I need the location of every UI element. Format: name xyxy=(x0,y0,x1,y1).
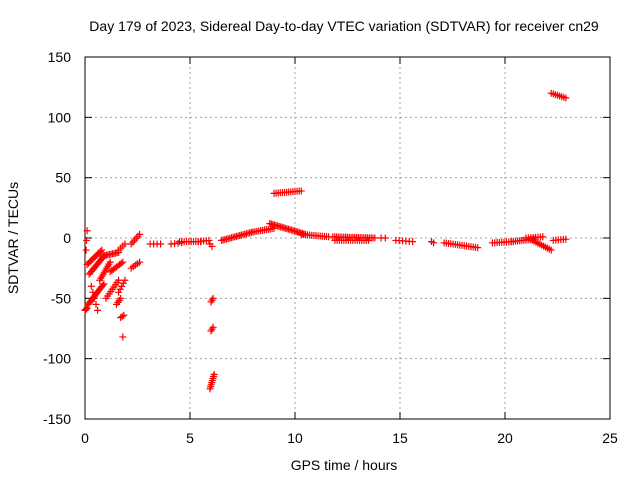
data-point xyxy=(562,94,570,102)
data-point xyxy=(297,187,305,195)
data-point xyxy=(120,311,128,319)
data-point xyxy=(100,280,108,288)
y-tick-label: -50 xyxy=(51,290,71,306)
data-point xyxy=(371,234,379,242)
data-point xyxy=(87,282,95,290)
data-point xyxy=(92,300,100,308)
data-point xyxy=(115,288,123,296)
data-point xyxy=(82,305,90,313)
data-point xyxy=(98,246,106,254)
data-point xyxy=(209,323,217,331)
data-point xyxy=(99,281,107,289)
data-point xyxy=(474,244,482,252)
x-tick-label: 20 xyxy=(497,430,513,446)
data-point xyxy=(83,227,91,235)
data-point xyxy=(89,288,97,296)
data-point xyxy=(96,247,104,255)
tick-labels-layer: 0 5 10 15 20 25 -150 -100 -50 0 50 100 150 xyxy=(43,49,618,446)
ticks-layer xyxy=(84,56,611,420)
x-tick-label: 15 xyxy=(392,430,408,446)
data-point xyxy=(121,276,129,284)
x-tick-label: 10 xyxy=(287,430,303,446)
y-tick-label: -150 xyxy=(43,411,71,427)
data-point xyxy=(117,294,125,302)
x-tick-label: 5 xyxy=(186,430,194,446)
data-point xyxy=(381,234,389,242)
y-tick-label: 100 xyxy=(48,109,72,125)
data-point xyxy=(136,230,144,238)
data-point xyxy=(208,242,216,250)
data-point xyxy=(118,312,126,320)
data-point xyxy=(82,306,90,314)
data-point xyxy=(117,259,125,267)
y-tick-label: 150 xyxy=(48,49,72,65)
data-point xyxy=(118,282,126,290)
data-point xyxy=(83,236,91,244)
data-point xyxy=(365,236,372,244)
y-tick-label: 0 xyxy=(63,230,71,246)
data-point xyxy=(82,246,90,254)
data-point xyxy=(83,304,91,312)
data-point xyxy=(547,246,555,254)
data-point xyxy=(430,239,438,247)
points-layer xyxy=(81,89,570,393)
data-point xyxy=(119,279,127,287)
x-axis-label: GPS time / hours xyxy=(291,457,398,473)
data-point xyxy=(409,238,417,246)
data-point xyxy=(136,258,144,266)
data-point xyxy=(94,306,102,314)
data-point xyxy=(539,233,547,241)
data-point xyxy=(121,240,129,248)
chart-title: Day 179 of 2023, Sidereal Day-to-day VTE… xyxy=(89,18,599,34)
data-point xyxy=(119,333,127,341)
grid-layer xyxy=(85,57,610,419)
data-point xyxy=(119,258,127,266)
data-point xyxy=(115,276,123,284)
x-tick-label: 25 xyxy=(602,430,618,446)
data-point xyxy=(209,294,217,302)
data-point xyxy=(90,294,98,302)
data-point xyxy=(208,325,216,333)
y-axis-label: SDTVAR / TECUs xyxy=(5,182,21,294)
data-point xyxy=(562,235,570,243)
data-point xyxy=(205,236,213,244)
data-point xyxy=(208,296,216,304)
data-point xyxy=(116,285,124,293)
y-tick-label: -100 xyxy=(43,351,71,367)
x-tick-label: 0 xyxy=(81,430,89,446)
data-point xyxy=(210,370,218,378)
data-point xyxy=(106,258,114,266)
y-tick-label: 50 xyxy=(55,170,71,186)
data-point xyxy=(157,240,165,248)
